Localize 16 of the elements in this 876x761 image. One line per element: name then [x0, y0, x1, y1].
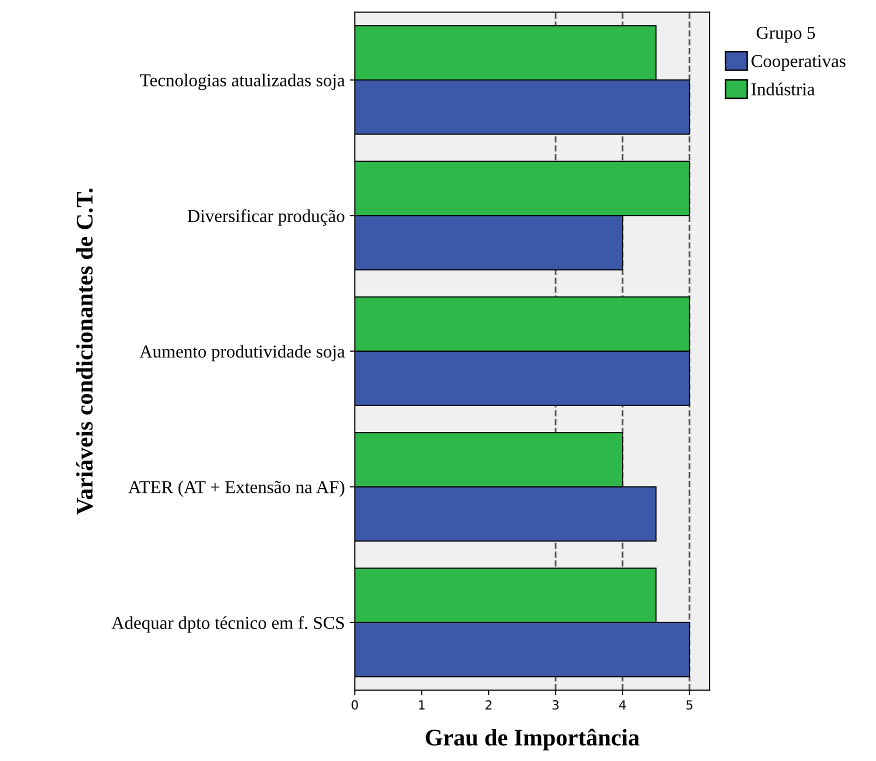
x-tick-label: 4: [619, 700, 626, 710]
x-tick-label: 5: [686, 700, 692, 710]
x-tick-label: 0: [352, 700, 358, 710]
y-tick-label: Diversificar produção: [188, 209, 344, 226]
legend-label: Indústria: [751, 82, 815, 96]
legend-label: Cooperativas: [752, 55, 846, 71]
x-axis-title: Grau de Importância: [426, 728, 640, 750]
y-tick-label: ATER (AT + Extensão na AF): [128, 480, 344, 497]
x-tick-label: 3: [552, 700, 559, 710]
y-tick-label: Aumento produtividade soja: [140, 344, 345, 362]
x-tick-label: 2: [486, 700, 492, 710]
y-tick-label: Adequar dpto técnico em f. SCS: [112, 616, 344, 633]
y-tick-label: Tecnologias atualizadas soja: [140, 74, 345, 90]
x-tick-label: 1: [419, 700, 425, 710]
y-axis-title: Variáveis condicionantes de C.T.: [76, 188, 93, 515]
legend-title: Grupo 5: [756, 26, 815, 43]
